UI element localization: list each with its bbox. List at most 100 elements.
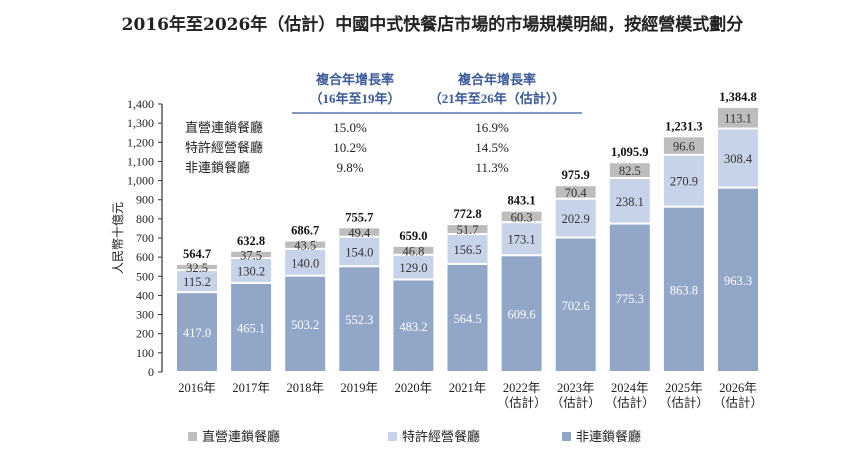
total-label: 1,231.3 — [665, 119, 703, 133]
data-label: 60.3 — [511, 210, 533, 224]
total-label: 772.8 — [453, 207, 481, 221]
bar-segment — [177, 271, 217, 292]
data-label: 564.5 — [453, 312, 481, 326]
bar-segment — [501, 211, 542, 222]
cagr-header: （21年至26年（估計）） — [429, 91, 566, 106]
bar-segment — [231, 259, 272, 282]
y-tick-label: 100 — [136, 346, 154, 360]
bar-segment — [285, 249, 326, 275]
bar-segment — [663, 207, 704, 371]
data-label: 270.9 — [670, 175, 698, 189]
x-tick-label: 2020年 — [395, 381, 433, 395]
x-tick-label: （估計） — [551, 395, 601, 410]
data-label: 702.6 — [562, 299, 590, 313]
bar-segment — [447, 264, 488, 371]
data-label: 503.2 — [291, 318, 319, 332]
bar-segment — [447, 225, 488, 233]
cagr-row-label: 特許經營餐廳 — [185, 140, 263, 155]
cagr-value: 9.8% — [336, 160, 363, 175]
y-tick-label: 300 — [136, 308, 154, 322]
bar-segment — [609, 179, 650, 223]
data-label: 775.3 — [616, 292, 644, 306]
legend-label: 非連鎖餐廳 — [576, 429, 641, 444]
data-label: 96.6 — [673, 140, 695, 154]
bar-segment — [393, 246, 434, 254]
bar-segment — [609, 224, 650, 371]
data-label: 51.7 — [457, 223, 479, 237]
bar-segment — [718, 129, 758, 187]
data-label: 32.5 — [186, 261, 208, 275]
bar-segment — [285, 241, 326, 248]
legend-swatch — [388, 432, 397, 441]
cagr-value: 16.9% — [475, 120, 509, 135]
x-tick-label: 2024年 — [611, 381, 649, 395]
legend-swatch — [188, 432, 197, 441]
cagr-value: 15.0% — [333, 120, 367, 135]
cagr-value: 11.3% — [475, 160, 508, 175]
data-label: 70.4 — [565, 186, 588, 200]
data-label: 156.5 — [453, 243, 481, 257]
bar-segment — [393, 280, 434, 371]
bar-segment — [339, 228, 380, 236]
data-label: 82.5 — [619, 164, 641, 178]
bar-segment — [231, 251, 272, 258]
chart-title: 2016年至2026年（估計）中國中式快餐店市場的市場規模明細，按經營模式劃分 — [121, 15, 744, 35]
data-label: 465.1 — [237, 321, 265, 335]
data-label: 417.0 — [183, 326, 211, 340]
bar-segment — [501, 256, 542, 371]
y-tick-label: 1,300 — [127, 116, 154, 130]
cagr-header: 複合年增長率 — [457, 72, 536, 87]
data-label: 46.8 — [402, 244, 424, 258]
legend-label: 特許經營餐廳 — [402, 429, 480, 444]
bar-segment — [718, 107, 758, 128]
data-label: 863.8 — [670, 283, 698, 297]
total-label: 632.8 — [237, 234, 265, 248]
y-tick-label: 1,100 — [127, 154, 154, 168]
bar-segment — [231, 283, 272, 371]
x-tick-label: （估計） — [605, 395, 655, 410]
data-label: 202.9 — [562, 212, 590, 226]
x-tick-label: （估計） — [497, 395, 547, 410]
data-label: 37.5 — [240, 248, 262, 262]
bar-segment — [555, 186, 596, 198]
x-tick-label: （估計） — [713, 395, 763, 410]
y-axis-label: 人民幣十億元 — [111, 202, 125, 274]
data-label: 129.0 — [399, 261, 427, 275]
cagr-row-label: 非連鎖餐廳 — [185, 160, 250, 175]
total-label: 755.7 — [345, 210, 373, 224]
data-label: 49.4 — [348, 226, 371, 240]
cagr-header: 複合年增長率 — [315, 72, 394, 87]
data-label: 115.2 — [183, 275, 211, 289]
data-label: 113.1 — [724, 112, 752, 126]
data-label: 609.6 — [508, 308, 536, 322]
data-label: 963.3 — [724, 274, 752, 288]
total-label: 564.7 — [183, 247, 211, 261]
total-label: 1,384.8 — [719, 90, 757, 104]
x-tick-label: 2025年 — [665, 381, 703, 395]
bar-segment — [447, 234, 488, 263]
y-tick-label: 200 — [136, 327, 154, 341]
bar-segment — [339, 237, 380, 266]
data-label: 483.2 — [399, 320, 427, 334]
bar-segment — [177, 264, 217, 270]
legend-swatch — [562, 432, 571, 441]
y-tick-label: 1,200 — [127, 135, 154, 149]
bar-segment — [555, 238, 596, 371]
y-tick-label: 800 — [136, 212, 154, 226]
y-tick-label: 1,000 — [127, 174, 154, 188]
x-tick-label: 2019年 — [341, 381, 379, 395]
y-tick-label: 700 — [136, 231, 154, 245]
bar-segment — [177, 293, 217, 371]
x-tick-label: （估計） — [659, 395, 709, 410]
y-tick-label: 0 — [148, 365, 154, 379]
y-tick-label: 600 — [136, 250, 154, 264]
bar-segment — [393, 255, 434, 279]
total-label: 975.9 — [562, 168, 590, 182]
total-label: 843.1 — [508, 194, 536, 208]
total-label: 686.7 — [291, 224, 319, 238]
x-tick-label: 2026年 — [719, 381, 757, 395]
cagr-value: 14.5% — [475, 140, 509, 155]
data-label: 173.1 — [508, 233, 536, 247]
x-tick-label: 2017年 — [232, 381, 270, 395]
bar-segment — [501, 223, 542, 255]
